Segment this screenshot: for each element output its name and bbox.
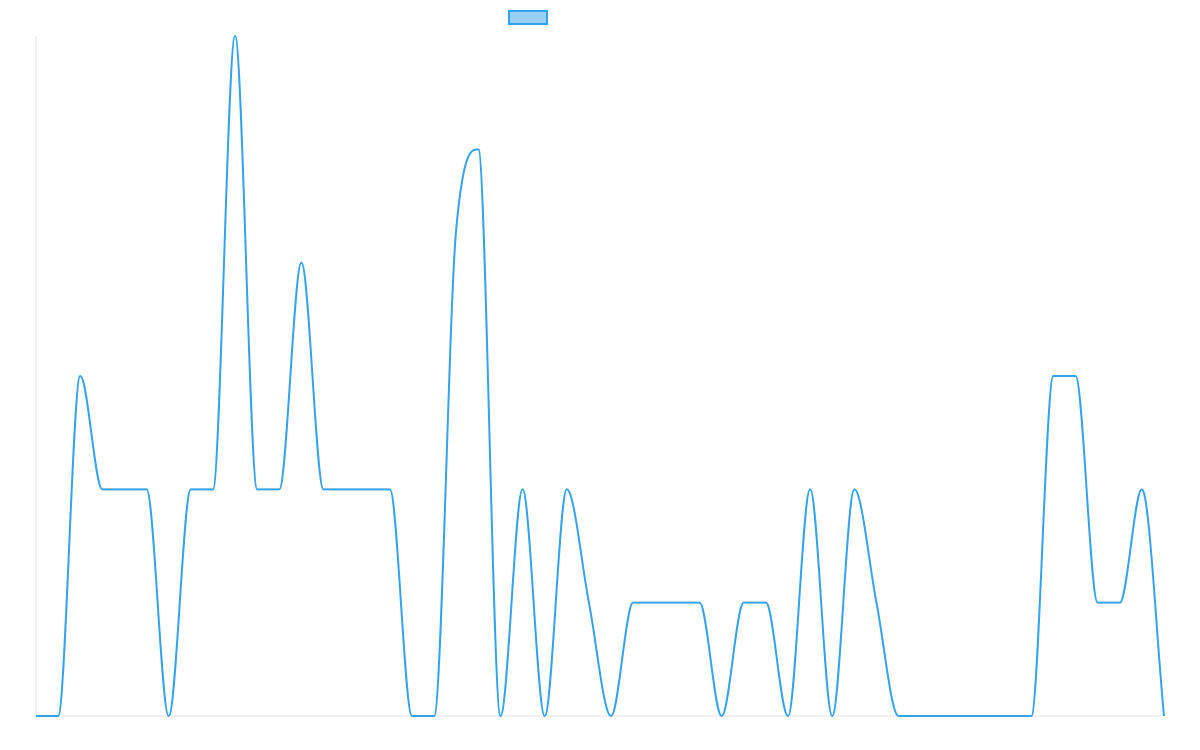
legend-swatch [508, 10, 548, 25]
series-layer [36, 35, 1165, 717]
series-line-0 [36, 35, 1165, 717]
